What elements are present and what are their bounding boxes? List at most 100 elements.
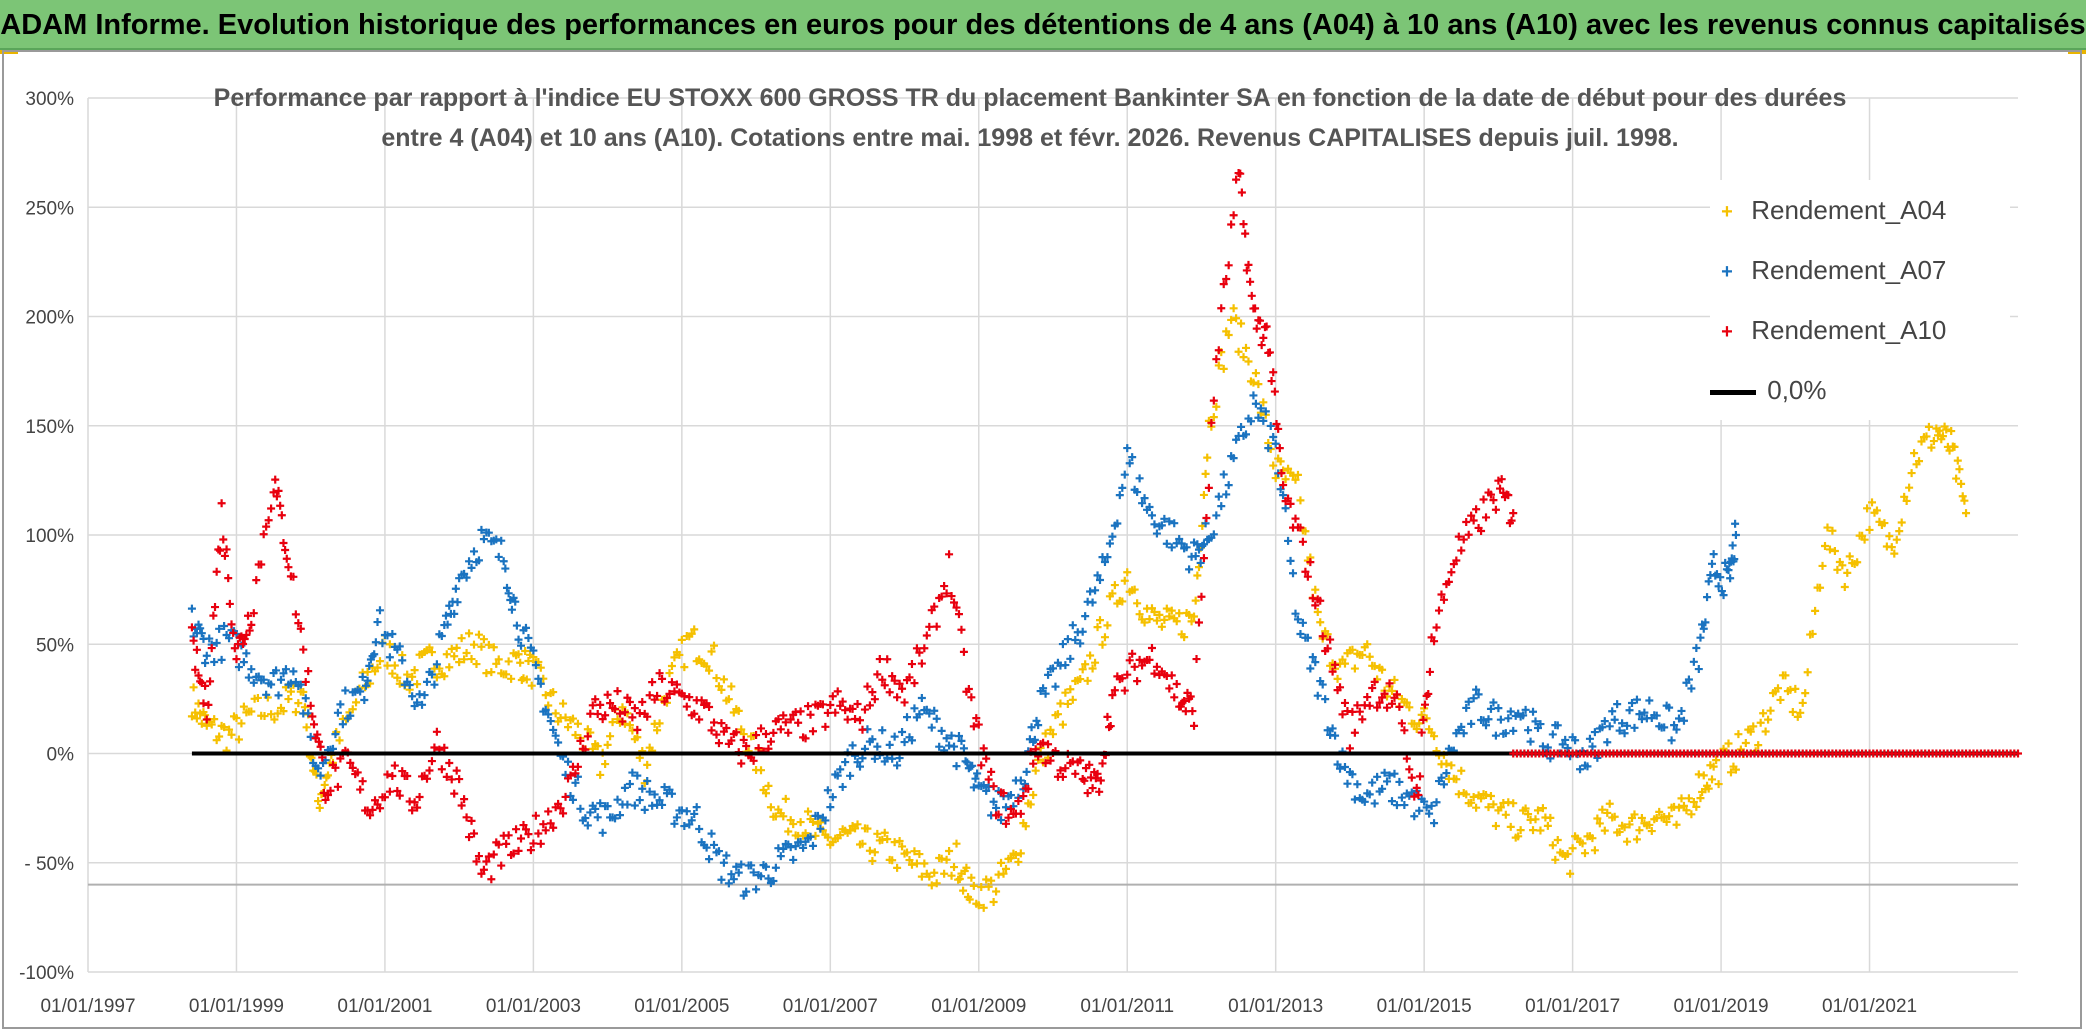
- scatter-point-rendement_a10: [282, 554, 291, 563]
- scatter-point-rendement_a10: [796, 707, 805, 716]
- scatter-point-rendement_a04: [516, 658, 525, 667]
- scatter-point-rendement_a07: [1219, 470, 1228, 479]
- scatter-point-rendement_a10: [722, 724, 731, 733]
- y-tick-label: 150%: [25, 417, 74, 438]
- scatter-point-rendement_a10: [794, 718, 803, 727]
- scatter-point-rendement_a10: [1204, 483, 1213, 492]
- scatter-point-rendement_a07: [727, 870, 736, 879]
- scatter-point-rendement_a10: [1439, 595, 1448, 604]
- scatter-point-rendement_a04: [1885, 532, 1894, 541]
- scatter-point-rendement_a07: [1058, 640, 1067, 649]
- scatter-point-rendement_a07: [1108, 532, 1117, 541]
- scatter-point-rendement_a10: [1209, 396, 1218, 405]
- scatter-point-rendement_a04: [1234, 347, 1243, 356]
- scatter-point-rendement_a10: [994, 810, 1003, 819]
- scatter-point-rendement_a10: [922, 631, 931, 640]
- scatter-point-rendement_a07: [1553, 721, 1562, 730]
- scatter-point-rendement_a04: [1781, 671, 1790, 680]
- scatter-point-rendement_a07: [502, 583, 511, 592]
- scatter-point-rendement_a07: [1091, 586, 1100, 595]
- scatter-point-rendement_a04: [779, 812, 788, 821]
- scatter-point-rendement_a07: [1469, 694, 1478, 703]
- scatter-point-rendement_a04: [484, 640, 493, 649]
- scatter-point-rendement_a04: [945, 847, 954, 856]
- scatter-point-rendement_a10: [648, 678, 657, 687]
- scatter-point-rendement_a04: [771, 812, 780, 821]
- scatter-point-rendement_a04: [1563, 849, 1572, 858]
- scatter-point-rendement_a07: [1368, 778, 1377, 787]
- scatter-point-rendement_a10: [1029, 759, 1038, 768]
- scatter-point-rendement_a04: [690, 625, 699, 634]
- scatter-point-rendement_a04: [1291, 475, 1300, 484]
- scatter-point-rendement_a07: [1400, 801, 1409, 810]
- scatter-point-rendement_a10: [1407, 773, 1416, 782]
- scatter-point-rendement_a04: [1868, 498, 1877, 507]
- scatter-point-rendement_a10: [1316, 596, 1325, 605]
- scatter-point-rendement_a04: [1063, 699, 1072, 708]
- scatter-point-rendement_a04: [1350, 664, 1359, 673]
- scatter-point-rendement_a10: [826, 700, 835, 709]
- scatter-point-rendement_a07: [640, 805, 649, 814]
- scatter-point-rendement_a07: [581, 814, 590, 823]
- scatter-point-rendement_a04: [1259, 398, 1268, 407]
- scatter-point-rendement_a10: [199, 699, 208, 708]
- scatter-point-rendement_a04: [1958, 492, 1967, 501]
- scatter-point-rendement_a04: [197, 719, 206, 728]
- scatter-point-rendement_a10: [1262, 322, 1271, 331]
- scatter-point-rendement_a10: [494, 840, 503, 849]
- scatter-point-rendement_a07: [907, 736, 916, 745]
- scatter-point-rendement_a07: [1677, 706, 1686, 715]
- scatter-point-rendement_a10: [930, 602, 939, 611]
- scatter-point-rendement_a10: [999, 789, 1008, 798]
- scatter-point-rendement_a07: [806, 832, 815, 841]
- scatter-point-rendement_a10: [1108, 691, 1117, 700]
- scatter-point-rendement_a10: [442, 772, 451, 781]
- scatter-point-rendement_a04: [1232, 314, 1241, 323]
- scatter-point-rendement_a04: [1363, 640, 1372, 649]
- scatter-point-rendement_a04: [504, 657, 513, 666]
- chart-frame: [2, 50, 2082, 1029]
- legend-line-zero: [1710, 389, 1756, 395]
- scatter-point-rendement_a10: [1180, 696, 1189, 705]
- scatter-point-rendement_a07: [935, 742, 944, 751]
- scatter-point-rendement_a07: [549, 725, 558, 734]
- scatter-point-rendement_a07: [1209, 530, 1218, 539]
- scatter-point-rendement_a04: [462, 649, 471, 658]
- scatter-point-rendement_a04: [1808, 629, 1817, 638]
- scatter-point-rendement_a04: [1840, 582, 1849, 591]
- scatter-point-rendement_a10: [1400, 726, 1409, 735]
- scatter-point-rendement_a04: [1098, 640, 1107, 649]
- scatter-point-rendement_a07: [1284, 536, 1293, 545]
- scatter-point-rendement_a10: [239, 640, 248, 649]
- scatter-point-rendement_a10: [596, 700, 605, 709]
- scatter-point-rendement_a10: [1336, 683, 1345, 692]
- x-tick-label: 01/01/2003: [486, 996, 581, 1017]
- scatter-point-rendement_a10: [967, 693, 976, 702]
- scatter-point-rendement_a10: [1147, 643, 1156, 652]
- x-tick-label: 01/01/2005: [634, 996, 729, 1017]
- scatter-point-rendement_a07: [623, 800, 632, 809]
- scatter-point-rendement_a07: [764, 874, 773, 883]
- scatter-point-rendement_a07: [692, 803, 701, 812]
- scatter-point-rendement_a04: [435, 664, 444, 673]
- scatter-point-rendement_a07: [1462, 703, 1471, 712]
- scatter-point-rendement_a07: [961, 757, 970, 766]
- scatter-point-rendement_a10: [517, 834, 526, 843]
- scatter-point-rendement_a07: [591, 804, 600, 813]
- scatter-point-rendement_a10: [1083, 789, 1092, 798]
- scatter-point-rendement_a04: [789, 820, 798, 829]
- scatter-point-rendement_a04: [192, 714, 201, 723]
- scatter-point-rendement_a10: [1323, 644, 1332, 653]
- scatter-point-rendement_a10: [410, 798, 419, 807]
- scatter-point-rendement_a04: [1603, 808, 1612, 817]
- scatter-point-rendement_a10: [875, 655, 884, 664]
- scatter-point-rendement_a04: [633, 733, 642, 742]
- scatter-point-rendement_a10: [591, 695, 600, 704]
- scatter-point-rendement_a07: [1558, 740, 1567, 749]
- legend-label-a07: Rendement_A07: [1751, 255, 1947, 285]
- scatter-point-rendement_a07: [1217, 502, 1226, 511]
- scatter-point-rendement_a07: [942, 734, 951, 743]
- scatter-point-rendement_a04: [1754, 741, 1763, 750]
- scatter-point-rendement_a07: [1333, 760, 1342, 769]
- scatter-point-rendement_a10: [313, 730, 322, 739]
